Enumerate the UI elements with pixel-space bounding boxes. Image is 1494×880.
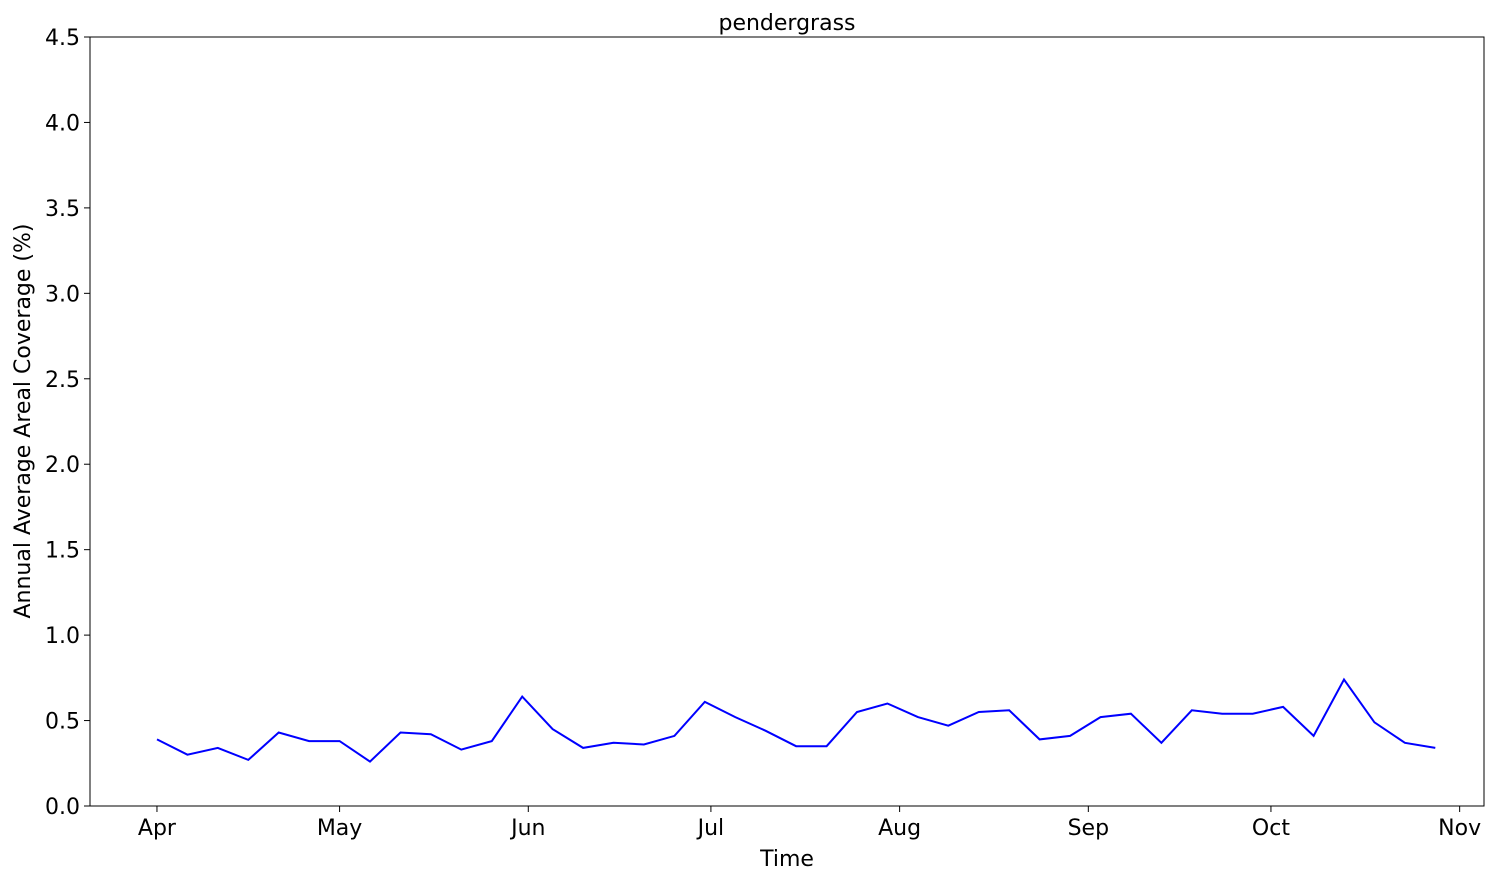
y-axis-label: Annual Average Areal Coverage (%) bbox=[11, 223, 36, 618]
x-axis: Apr May Jun Jul Aug Sep Oct Nov bbox=[138, 806, 1481, 841]
y-tick-label: 4.0 bbox=[45, 111, 80, 136]
plot-frame bbox=[89, 36, 1485, 807]
y-tick-label: 0.5 bbox=[45, 710, 80, 735]
series-line bbox=[156, 677, 1436, 763]
x-tick-label: Nov bbox=[1438, 816, 1481, 841]
x-tick-label: Aug bbox=[878, 816, 921, 841]
x-tick-label: May bbox=[317, 816, 362, 841]
y-tick-label: 2.0 bbox=[45, 453, 80, 478]
x-axis-label: Time bbox=[759, 847, 814, 872]
y-tick-label: 0.0 bbox=[45, 795, 80, 820]
y-tick-label: 1.5 bbox=[45, 539, 80, 564]
x-tick-label: Apr bbox=[138, 816, 177, 841]
x-tick-label: Sep bbox=[1068, 816, 1109, 841]
chart-title: pendergrass bbox=[718, 11, 855, 36]
y-axis: 0.0 0.5 1.0 1.5 2.0 2.5 3.0 3.5 4.0 4.5 bbox=[45, 26, 90, 820]
y-tick-label: 1.0 bbox=[45, 624, 80, 649]
y-tick-label: 3.0 bbox=[45, 282, 80, 307]
y-tick-label: 3.5 bbox=[45, 197, 80, 222]
x-tick-label: Oct bbox=[1252, 816, 1290, 841]
y-tick-label: 4.5 bbox=[45, 26, 80, 51]
y-tick-label: 2.5 bbox=[45, 368, 80, 393]
x-tick-label: Jun bbox=[509, 816, 545, 841]
x-tick-label: Jul bbox=[696, 816, 725, 841]
